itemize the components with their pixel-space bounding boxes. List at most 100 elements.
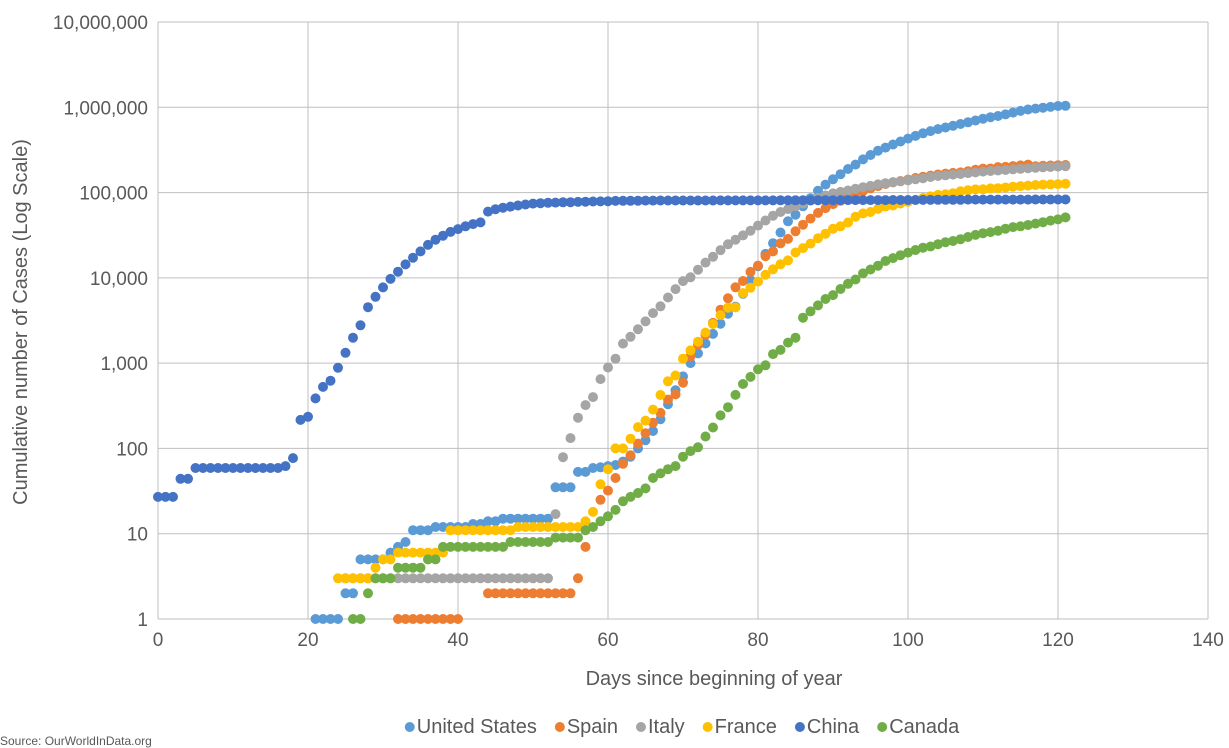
data-point	[445, 541, 456, 552]
data-point	[753, 260, 763, 271]
data-point	[655, 390, 666, 400]
data-point	[183, 473, 193, 484]
data-point	[565, 588, 576, 599]
data-point	[933, 194, 943, 205]
data-point	[588, 506, 598, 517]
data-point	[835, 169, 846, 180]
data-point	[880, 195, 891, 206]
y-tick-label: 1,000,000	[63, 98, 148, 119]
data-point	[993, 165, 1003, 176]
data-point	[490, 525, 501, 536]
data-point	[588, 196, 598, 207]
data-point	[423, 573, 433, 584]
y-tick-label: 100,000	[79, 184, 148, 205]
data-point	[423, 614, 433, 624]
data-point	[865, 150, 876, 160]
data-point	[873, 145, 883, 156]
data-point	[453, 541, 463, 552]
data-point	[1015, 194, 1026, 205]
data-point	[985, 227, 996, 238]
data-point	[1015, 221, 1026, 232]
data-point	[408, 252, 418, 263]
data-point	[640, 415, 651, 426]
data-point	[783, 233, 793, 244]
data-point	[483, 525, 493, 536]
data-point	[1038, 194, 1048, 205]
data-point	[505, 525, 516, 536]
data-point	[798, 195, 808, 206]
data-point	[430, 554, 441, 565]
data-point	[790, 209, 801, 220]
data-point	[588, 392, 598, 403]
data-point	[693, 336, 703, 347]
data-point	[498, 525, 508, 536]
data-point	[415, 573, 426, 584]
data-point	[858, 268, 868, 279]
data-point	[745, 275, 756, 286]
data-point	[843, 164, 853, 174]
data-point	[498, 202, 508, 213]
data-point	[850, 159, 861, 170]
data-point	[918, 128, 928, 139]
legend-label: United States	[417, 716, 537, 738]
data-point	[850, 195, 861, 206]
legend-label: China	[807, 716, 860, 738]
data-point	[1038, 162, 1048, 173]
data-point	[483, 588, 493, 599]
data-point	[453, 614, 463, 624]
data-point	[633, 324, 643, 335]
data-point	[528, 588, 538, 599]
data-point	[573, 412, 583, 423]
data-point	[573, 196, 583, 207]
data-point	[955, 119, 966, 129]
data-point	[1008, 222, 1018, 233]
data-point	[858, 208, 868, 219]
data-point	[873, 260, 883, 271]
data-point	[355, 320, 366, 331]
legend-label: France	[715, 716, 777, 738]
data-point	[1045, 215, 1056, 226]
data-point	[895, 136, 906, 147]
data-point	[520, 573, 531, 584]
data-point	[370, 554, 381, 565]
data-point	[963, 168, 973, 179]
data-point	[670, 284, 681, 295]
data-point	[258, 463, 268, 473]
data-point	[325, 614, 336, 624]
data-point	[408, 573, 418, 584]
data-point	[318, 614, 328, 624]
data-point	[490, 573, 501, 584]
data-point	[625, 433, 636, 444]
data-point	[535, 588, 546, 599]
x-axis-title: Days since beginning of year	[586, 668, 843, 690]
data-point	[520, 513, 531, 524]
data-point	[993, 183, 1003, 194]
data-point	[1000, 109, 1011, 120]
data-point	[468, 541, 478, 552]
y-tick-label: 1	[137, 610, 148, 631]
data-point	[513, 537, 523, 547]
data-point	[633, 438, 643, 449]
data-point	[880, 178, 891, 189]
data-point	[453, 573, 463, 584]
legend-marker	[404, 722, 415, 732]
data-point	[1053, 214, 1063, 225]
data-point	[490, 588, 501, 599]
data-point	[1000, 223, 1011, 234]
data-point	[805, 213, 816, 224]
data-point	[948, 236, 958, 246]
data-point	[580, 196, 591, 207]
data-point	[978, 228, 988, 239]
data-point	[648, 426, 658, 436]
data-point	[813, 195, 823, 206]
data-point	[663, 292, 673, 303]
data-point	[190, 463, 201, 473]
data-point	[798, 312, 808, 323]
data-point	[775, 238, 786, 249]
data-point	[1045, 194, 1056, 205]
data-point	[723, 402, 733, 413]
data-point	[723, 302, 733, 313]
data-point	[820, 203, 831, 214]
data-point	[888, 139, 898, 150]
data-point	[738, 195, 748, 206]
